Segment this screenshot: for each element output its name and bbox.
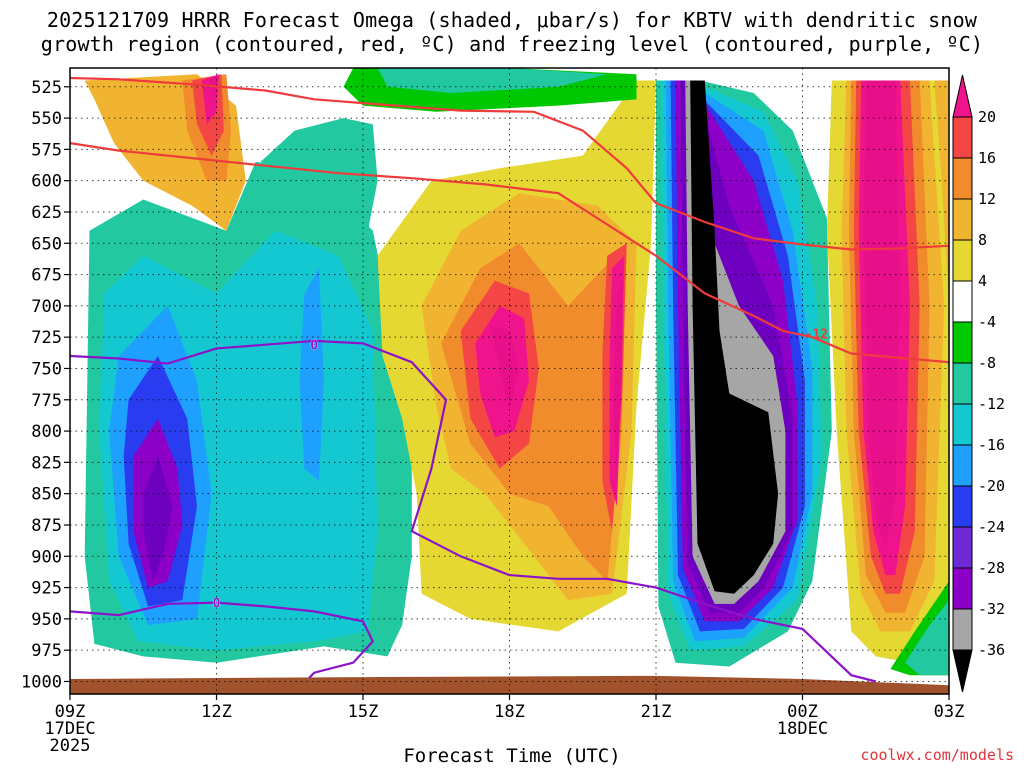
colorbar-box-10 xyxy=(952,485,973,528)
dgz-contour-minus-12 xyxy=(70,76,949,251)
colorbar-label-minus-8: -8 xyxy=(978,354,996,372)
x-tick-label-00Z: 00Z xyxy=(787,702,818,722)
x-tick-label-09Z: 09Z xyxy=(55,702,86,722)
y-tick-label-850: 850 xyxy=(31,485,62,505)
y-tick-label-725: 725 xyxy=(31,328,62,348)
x-tick-label-12Z: 12Z xyxy=(201,702,232,722)
colorbar-bottom-arrow xyxy=(952,649,973,693)
colorbar-box-5 xyxy=(952,280,973,323)
dgz-contour-label: -12 xyxy=(805,327,828,342)
y-tick-label-950: 950 xyxy=(31,610,62,630)
omega-region-8 xyxy=(143,456,173,582)
y-tick-label-900: 900 xyxy=(31,547,62,567)
omega-region-16 xyxy=(690,80,779,594)
colorbar-box-12 xyxy=(952,567,973,610)
colorbar-box-11 xyxy=(952,526,973,569)
omega-shaded-regions xyxy=(84,68,949,676)
colorbar-label-minus-20: -20 xyxy=(978,477,1005,495)
x-tick-sublabel-09Z-1: 17DEC xyxy=(44,719,95,739)
colorbar-label-minus-12: -12 xyxy=(978,395,1005,413)
y-tick-label-1000: 1000 xyxy=(21,672,62,692)
chart-title: 2025121709 HRRR Forecast Omega (shaded, … xyxy=(0,8,1024,56)
colorbar-box-3 xyxy=(952,198,973,241)
colorbar-box-6 xyxy=(952,321,973,364)
colorbar-box-1 xyxy=(952,116,973,159)
x-axis-title: Forecast Time (UTC) xyxy=(403,745,621,767)
colorbar-box-8 xyxy=(952,403,973,446)
colorbar-label-minus-32: -32 xyxy=(978,600,1005,618)
x-tick-label-21Z: 21Z xyxy=(641,702,672,722)
y-tick-label-600: 600 xyxy=(31,172,62,192)
y-tick-label-825: 825 xyxy=(31,453,62,473)
y-tick-label-700: 700 xyxy=(31,297,62,317)
credit-link[interactable]: coolwx.com/models xyxy=(860,746,1014,764)
omega-region-37 xyxy=(934,80,949,306)
colorbar-label-minus-24: -24 xyxy=(978,518,1005,536)
y-tick-label-625: 625 xyxy=(31,203,62,223)
y-tick-label-925: 925 xyxy=(31,579,62,599)
omega-region-5 xyxy=(299,268,324,482)
y-tick-label-800: 800 xyxy=(31,422,62,442)
chart-title-line-1: 2025121709 HRRR Forecast Omega (shaded, … xyxy=(46,8,978,32)
omega-region-2 xyxy=(260,118,378,231)
colorbar-label-8: 8 xyxy=(978,231,987,249)
freezing-level-label-2: 0 xyxy=(213,597,221,612)
y-tick-label-775: 775 xyxy=(31,391,62,411)
colorbar-box-7 xyxy=(952,362,973,405)
dendritic-growth-contours: -12 xyxy=(70,76,949,364)
y-tick-label-550: 550 xyxy=(31,109,62,129)
y-axis: 525 550 575 600 625 650 675 700 725 750 775 800 825 8… xyxy=(21,78,70,692)
colorbar-label-minus-4: -4 xyxy=(978,313,996,331)
colorbar-label-16: 16 xyxy=(978,149,996,167)
colorbar-box-13 xyxy=(952,608,973,651)
omega-region-36 xyxy=(863,80,901,550)
x-tick-label-18Z: 18Z xyxy=(494,702,525,722)
colorbar-box-9 xyxy=(952,444,973,487)
y-tick-label-675: 675 xyxy=(31,266,62,286)
colorbar-label-12: 12 xyxy=(978,190,996,208)
colorbar-box-4 xyxy=(952,239,973,282)
colorbar-top-arrow xyxy=(952,74,973,118)
x-tick-label-03Z: 03Z xyxy=(934,702,965,722)
y-tick-label-650: 650 xyxy=(31,234,62,254)
colorbar-label-minus-36: -36 xyxy=(978,641,1005,659)
colorbar-label-4: 4 xyxy=(978,272,987,290)
y-tick-label-575: 575 xyxy=(31,140,62,160)
y-tick-label-975: 975 xyxy=(31,641,62,661)
omega-region-39 xyxy=(905,600,949,676)
x-tick-label-15Z: 15Z xyxy=(348,702,379,722)
dgz-contour-minus-18 xyxy=(70,142,949,364)
colorbar-label-20: 20 xyxy=(978,108,996,126)
freezing-level-lower xyxy=(70,601,375,679)
colorbar-label-minus-28: -28 xyxy=(978,559,1005,577)
chart-title-line-2: growth region (contoured, red, ºC) and f… xyxy=(40,32,984,56)
y-tick-label-750: 750 xyxy=(31,359,62,379)
colorbar-box-2 xyxy=(952,157,973,200)
x-tick-sublabel-00Z-1: 18DEC xyxy=(777,719,828,739)
x-tick-sublabel-09Z-2: 2025 xyxy=(50,736,91,756)
freezing-level-upper xyxy=(70,339,877,683)
colorbar: 20 16 12 8 4 -4 -8 -12 -16 -20 -24 -28 -32 -36 xyxy=(952,74,1005,693)
colorbar-label-minus-16: -16 xyxy=(978,436,1005,454)
y-tick-label-525: 525 xyxy=(31,78,62,98)
y-tick-label-875: 875 xyxy=(31,516,62,536)
freezing-level-label-1: 0 xyxy=(310,339,318,354)
freezing-level-contours: 00 xyxy=(70,338,877,683)
grid-lines xyxy=(69,68,950,694)
